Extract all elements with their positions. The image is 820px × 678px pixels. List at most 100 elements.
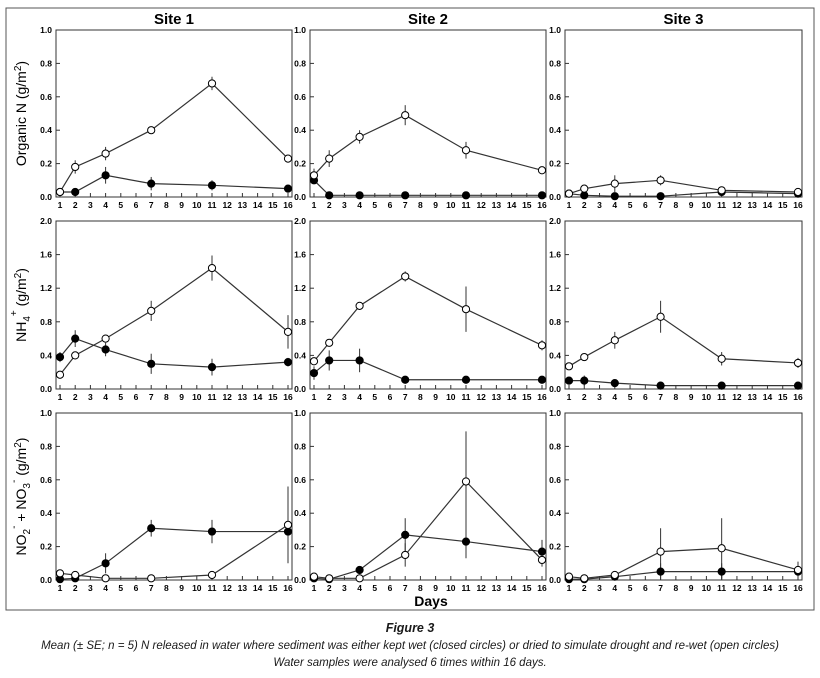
x-tick-label: 9 [689, 200, 694, 210]
y-axis-title-part: 3 [22, 483, 33, 489]
y-tick-label: 0.6 [40, 92, 52, 102]
x-tick-label: 5 [372, 392, 377, 402]
data-point-closed [717, 381, 726, 390]
x-tick-label: 7 [149, 200, 154, 210]
y-tick-label: 0.4 [549, 350, 561, 360]
x-tick-label: 3 [342, 392, 347, 402]
data-point-closed [101, 559, 110, 568]
panel-frame [55, 220, 293, 390]
x-tick-label: 8 [673, 200, 678, 210]
x-tick-label: 13 [238, 200, 248, 210]
x-tick-label: 10 [446, 200, 456, 210]
x-tick-label: 4 [612, 200, 617, 210]
x-tick-label: 11 [462, 583, 471, 593]
data-point-closed [401, 530, 410, 540]
data-point-closed [717, 567, 726, 576]
panel-r1-site2: 0.00.20.40.60.81.01 2 3 4 5 6 7 8 9 10 11 12 13 14 15 1… [294, 25, 547, 210]
data-point-open [610, 179, 619, 188]
x-tick-label: 2 [582, 392, 587, 402]
y-tick-label: 0.8 [549, 317, 561, 327]
x-tick-label: 13 [747, 583, 757, 593]
data-point-open [564, 362, 574, 371]
x-tick-label: 14 [507, 392, 517, 402]
data-point-open [656, 176, 665, 185]
y-tick-label: 0.2 [40, 159, 52, 169]
x-tick-label: 7 [403, 392, 408, 402]
x-tick-label: 2 [582, 200, 587, 210]
y-tick-label: 1.0 [549, 408, 561, 418]
series-line-dry [59, 82, 289, 193]
data-point-open [55, 569, 65, 578]
y-tick-label: 0.4 [40, 125, 52, 135]
y-tick-label: 0.4 [294, 125, 306, 135]
x-tick-label: 6 [134, 583, 139, 593]
x-tick-label: 3 [597, 200, 602, 210]
data-point-closed [401, 375, 410, 384]
panel-r3-site1: 0.00.20.40.60.81.01 2 3 4 5 6 7 8 9 10 11 12 13 14 15 1… [40, 408, 293, 593]
y-axis-title: NH4+ (g/m2) [9, 268, 33, 342]
y-tick-label: 0.6 [549, 92, 561, 102]
y-tick-label: 1.6 [549, 250, 561, 260]
x-tick-label: 13 [492, 392, 502, 402]
data-point-open [401, 272, 410, 281]
data-point-open [309, 572, 319, 581]
x-tick-label: 9 [179, 583, 184, 593]
x-tick-label: 8 [673, 583, 678, 593]
x-tick-label: 6 [643, 392, 648, 402]
x-tick-label: 7 [658, 392, 663, 402]
y-tick-label: 0.4 [549, 125, 561, 135]
data-point-open [461, 305, 471, 314]
data-point-closed [537, 547, 547, 556]
y-tick-label: 0.0 [40, 384, 52, 394]
data-point-open [71, 162, 80, 172]
data-point-open [461, 477, 471, 486]
y-tick-label: 0.2 [549, 542, 561, 552]
data-point-open [461, 146, 471, 155]
data-point-closed [309, 368, 319, 378]
y-axis-title-part: NH [13, 322, 29, 342]
x-tick-label: 14 [253, 392, 263, 402]
x-tick-label: 13 [747, 392, 757, 402]
data-point-closed [283, 184, 293, 193]
data-point-closed [283, 358, 293, 367]
x-tick-label: 7 [403, 200, 408, 210]
x-tick-label: 5 [372, 583, 377, 593]
panel-frame [564, 220, 803, 390]
x-tick-label: 7 [149, 583, 154, 593]
panel-frame [309, 412, 547, 581]
x-tick-label: 11 [208, 200, 217, 210]
panel-r1-site3: 0.00.20.40.60.81.01 2 3 4 5 6 7 8 9 10 11 12 13 14 15 1… [549, 25, 803, 210]
x-tick-label: 10 [446, 583, 456, 593]
panel-r3-site2: 0.00.20.40.60.81.01 2 3 4 5 6 7 8 9 10 11 12 13 14 15 1… [294, 408, 547, 593]
data-point-open [283, 154, 293, 163]
data-point-open [564, 189, 574, 198]
y-axis-title-part: - [9, 480, 20, 483]
x-tick-label: 14 [763, 583, 773, 593]
x-tick-label: 16 [537, 583, 547, 593]
x-tick-label: 10 [446, 392, 456, 402]
x-tick-label: 11 [717, 200, 726, 210]
data-point-open [355, 301, 364, 310]
data-point-closed [101, 345, 110, 354]
data-point-open [656, 312, 665, 321]
x-tick-label: 6 [134, 392, 139, 402]
x-tick-label: 15 [268, 200, 278, 210]
data-point-closed [580, 376, 589, 385]
x-tick-label: 1 [312, 392, 317, 402]
data-point-closed [207, 181, 217, 190]
y-tick-label: 0.8 [40, 317, 52, 327]
x-tick-label: 2 [327, 583, 332, 593]
y-axis-title-part: ) [13, 438, 29, 443]
y-tick-label: 0.2 [40, 542, 52, 552]
x-tick-label: 15 [522, 392, 532, 402]
data-point-open [325, 154, 334, 163]
data-point-open [537, 555, 547, 565]
site-title: Site 3 [663, 11, 703, 28]
x-tick-label: 1 [567, 392, 572, 402]
y-axis-title-part: (g/m [13, 278, 29, 310]
site-title: Site 2 [408, 11, 448, 28]
data-point-open [101, 334, 110, 343]
x-tick-label: 16 [283, 392, 293, 402]
y-tick-label: 0.8 [294, 441, 306, 451]
y-axis-title-part: Organic N (g/m [13, 71, 29, 166]
